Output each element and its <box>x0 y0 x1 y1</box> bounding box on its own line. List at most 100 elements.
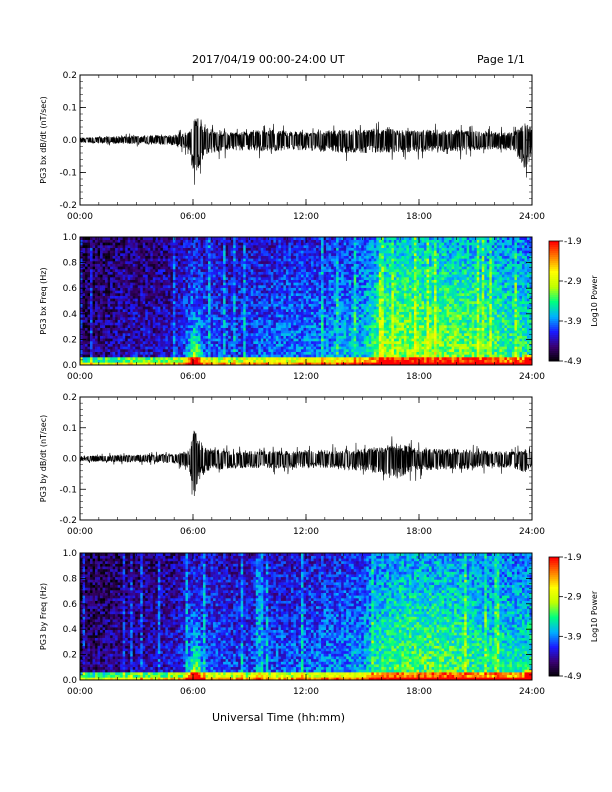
spectrogram-cell <box>223 306 226 310</box>
spectrogram-cell <box>258 346 262 350</box>
spectrogram-cell <box>208 357 211 360</box>
spectrogram-cell <box>165 293 169 296</box>
spectrogram-cell <box>115 319 118 323</box>
spectrogram-cell <box>130 269 134 272</box>
spectrogram-cell <box>328 277 332 280</box>
spectrogram-cell <box>293 349 297 352</box>
spectrogram-cell <box>321 242 324 246</box>
spectrogram-cell <box>230 341 234 344</box>
spectrogram-cell <box>102 357 106 360</box>
spectrogram-cell <box>187 301 191 304</box>
spectrogram-cell <box>110 266 113 270</box>
spectrogram-cell <box>115 311 118 315</box>
spectrogram-cell <box>182 319 186 323</box>
spectrogram-cell <box>200 263 204 267</box>
spectrogram-cell <box>115 269 118 272</box>
spectrogram-cell <box>265 237 269 240</box>
spectrogram-cell <box>328 245 332 248</box>
spectrogram-cell <box>115 309 118 312</box>
spectrogram-cell <box>92 325 96 328</box>
spectrogram-cell <box>270 341 274 344</box>
spectrogram-cell <box>280 319 284 323</box>
spectrogram-cell <box>195 247 199 251</box>
spectrogram-cell <box>220 255 224 259</box>
spectrogram-cell <box>127 327 131 331</box>
spectrogram-cell <box>313 349 317 352</box>
spectrogram-cell <box>273 341 277 344</box>
spectrogram-cell <box>137 263 141 267</box>
spectrogram-cell <box>300 325 304 328</box>
spectrogram-cell <box>283 357 287 360</box>
spectrogram-cell <box>255 351 259 355</box>
spectrogram-cell <box>155 263 159 267</box>
spectrogram-cell <box>180 258 184 262</box>
spectrogram-cell <box>225 269 229 272</box>
spectrogram-cell <box>278 354 282 358</box>
spectrogram-cell <box>172 346 176 350</box>
spectrogram-cell <box>110 306 113 310</box>
spectrogram-cell <box>328 239 332 243</box>
spectrogram-cell <box>285 277 289 280</box>
spectrogram-cell <box>275 266 279 270</box>
spectrogram-cell <box>293 333 297 336</box>
spectrogram-cell <box>182 247 186 251</box>
spectrogram-cell <box>220 290 224 294</box>
spectrogram-cell <box>102 242 106 246</box>
spectrogram-cell <box>107 357 111 360</box>
spectrogram-cell <box>295 306 299 310</box>
spectrogram-cell <box>165 287 169 291</box>
spectrogram-cell <box>253 290 257 294</box>
spectrogram-cell <box>97 330 101 334</box>
spectrogram-cell <box>198 349 201 352</box>
spectrogram-cell <box>203 346 206 350</box>
spectrogram-cell <box>82 354 86 358</box>
spectrogram-cell <box>155 290 159 294</box>
spectrogram-cell <box>313 303 317 307</box>
spectrogram-cell <box>198 301 201 304</box>
spectrogram-cell <box>318 335 322 339</box>
spectrogram-cell <box>167 245 171 248</box>
spectrogram-cell <box>100 245 103 248</box>
spectrogram-cell <box>208 325 211 328</box>
spectrogram-cell <box>130 245 134 248</box>
spectrogram-cell <box>295 359 299 363</box>
spectrogram-cell <box>268 341 272 344</box>
spectrogram-cell <box>250 322 254 326</box>
spectrogram-cell <box>125 322 129 326</box>
spectrogram-cell <box>92 330 96 334</box>
spectrogram-cell <box>321 290 324 294</box>
spectrogram-cell <box>193 359 196 363</box>
spectrogram-cell <box>175 285 179 288</box>
spectrogram-cell <box>203 333 206 336</box>
spectrogram-cell <box>127 247 131 251</box>
spectrogram-cell <box>187 314 191 318</box>
spectrogram-cell <box>210 322 214 326</box>
spectrogram-cell <box>230 351 234 355</box>
spectrogram-cell <box>253 255 257 259</box>
spectrogram-cell <box>112 237 116 240</box>
spectrogram-cell <box>85 298 88 302</box>
spectrogram-cell <box>85 263 88 267</box>
spectrogram-cell <box>263 346 267 350</box>
spectrogram-cell <box>147 263 151 267</box>
spectrogram-cell <box>125 333 129 336</box>
spectrogram-cell <box>278 325 282 328</box>
spectrogram-cell <box>313 261 317 264</box>
spectrogram-cell <box>137 258 141 262</box>
spectrogram-cell <box>200 295 204 299</box>
spectrogram-cell <box>167 271 171 275</box>
spectrogram-cell <box>270 255 274 259</box>
spectrogram-cell <box>167 362 171 366</box>
spectrogram-cell <box>130 277 134 280</box>
spectrogram-cell <box>311 277 314 280</box>
spectrogram-cell <box>288 247 292 251</box>
spectrogram-cell <box>155 354 159 358</box>
spectrogram-cell <box>127 250 131 254</box>
spectrogram-cell <box>110 290 113 294</box>
spectrogram-cell <box>90 359 93 363</box>
spectrogram-cell <box>248 290 252 294</box>
spectrogram-cell <box>110 362 113 366</box>
spectrogram-cell <box>117 277 121 280</box>
spectrogram-cell <box>285 309 289 312</box>
spectrogram-cell <box>195 295 199 299</box>
